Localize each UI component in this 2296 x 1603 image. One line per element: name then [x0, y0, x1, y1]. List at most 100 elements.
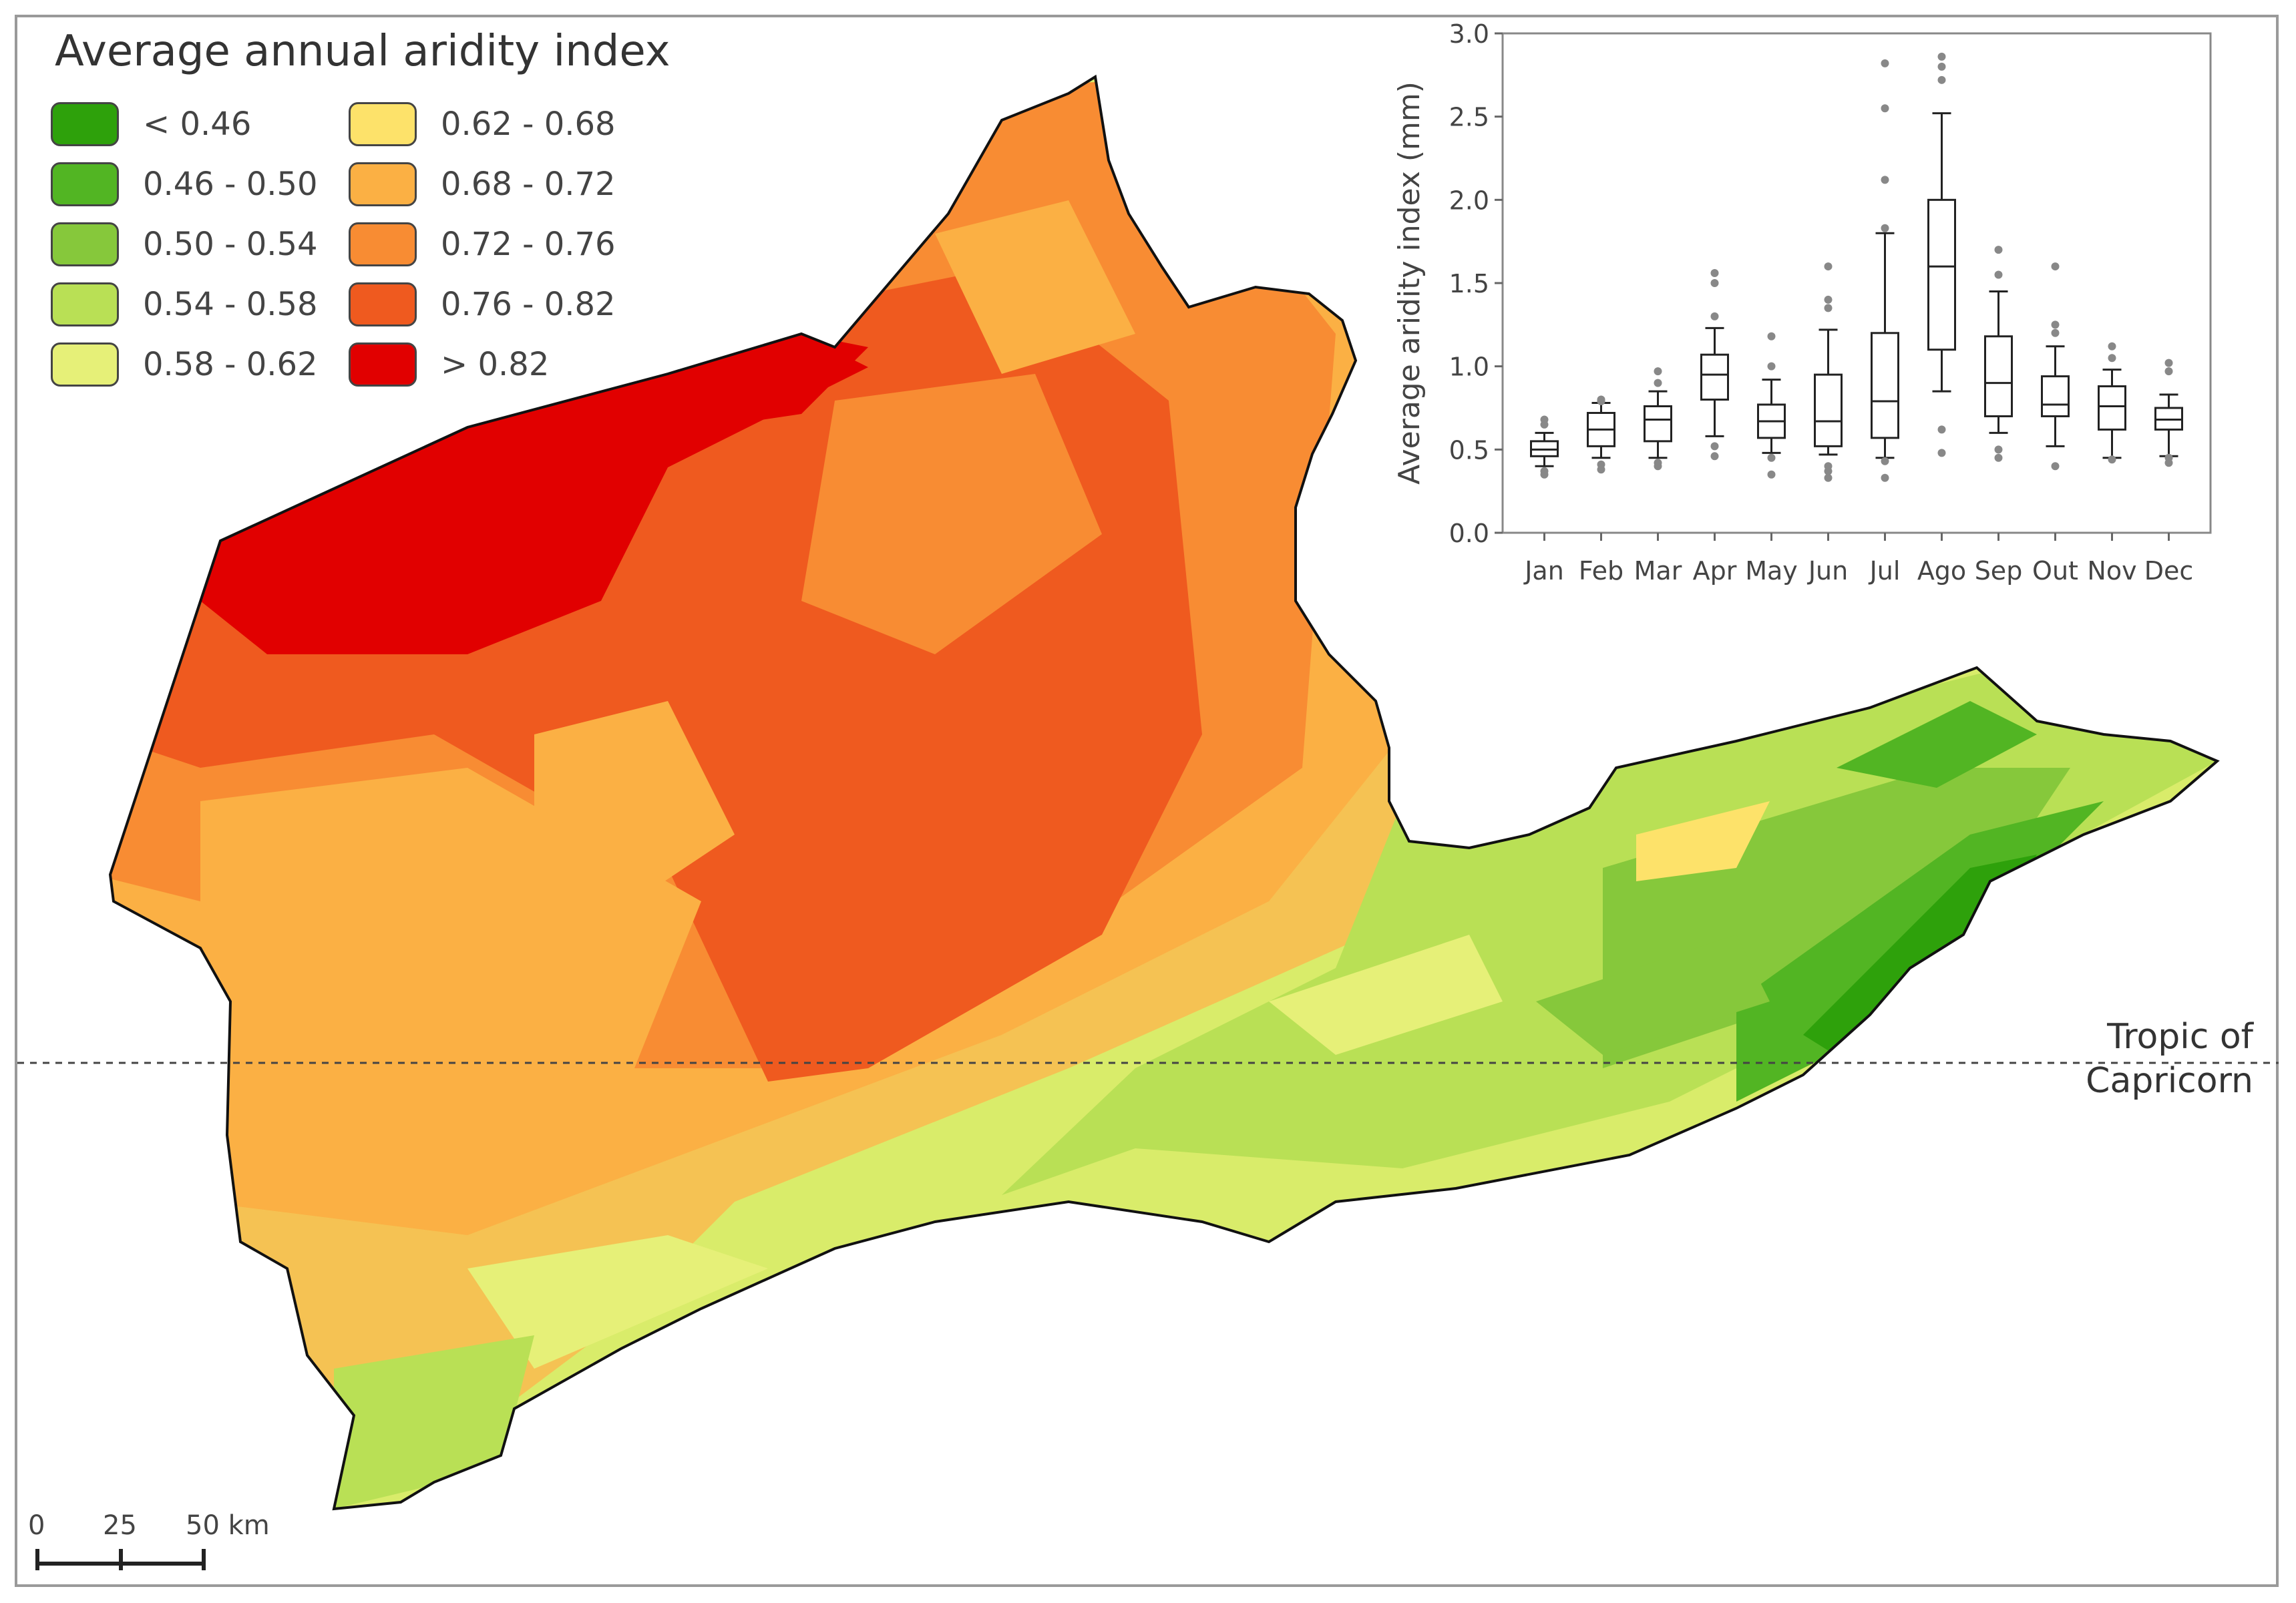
- legend-swatch: [349, 162, 417, 206]
- box-outlier: [2164, 367, 2173, 376]
- legend-item: 0.58 - 0.62: [51, 340, 318, 389]
- box-outlier: [2164, 359, 2173, 367]
- legend-label: < 0.46: [143, 105, 252, 143]
- legend-label: > 0.82: [441, 346, 550, 383]
- legend-label: 0.76 - 0.82: [441, 286, 616, 323]
- box-iqr: [1927, 198, 1956, 351]
- boxplot-inset: 0.0 0.5 1.0 1.5 2.0 2.5 3.0 Average aridity ind…: [1392, 19, 2212, 586]
- scale-label-0: 0: [28, 1510, 45, 1541]
- box-outlier: [1881, 473, 1889, 482]
- legend-item: 0.72 - 0.76: [349, 220, 616, 268]
- box-outlier: [1881, 59, 1889, 67]
- box-outlier: [1824, 473, 1833, 482]
- box-outlier: [2051, 328, 2060, 337]
- box-outlier: [1881, 224, 1889, 232]
- y-tick-label: 0.0: [1449, 519, 1489, 548]
- region-boundary: [108, 74, 2220, 1511]
- box-outlier: [1994, 445, 2003, 454]
- legend-label: 0.68 - 0.72: [441, 166, 616, 203]
- box-outlier: [2108, 455, 2116, 464]
- y-tick-label: 1.5: [1449, 269, 1489, 298]
- y-axis-label: Average aridity index (mm): [1392, 81, 1426, 485]
- tropic-label-line2: Capricorn: [2086, 1061, 2253, 1101]
- legend-item: 0.62 - 0.68: [349, 100, 616, 148]
- box-outlier: [1994, 453, 2003, 462]
- legend-swatch: [349, 102, 417, 146]
- legend-swatch: [349, 342, 417, 387]
- box-outlier: [1540, 467, 1549, 475]
- x-tick-label: Mar: [1634, 556, 1682, 586]
- legend-swatch: [51, 162, 119, 206]
- box-outlier: [1767, 453, 1776, 462]
- x-tick-label: Jan: [1523, 556, 1564, 586]
- legend-label: 0.54 - 0.58: [143, 286, 318, 323]
- box-outlier: [1654, 379, 1662, 387]
- box-outlier: [2051, 262, 2060, 271]
- legend-swatch: [349, 282, 417, 326]
- box-iqr: [2041, 375, 2070, 417]
- legend-swatch: [51, 342, 119, 387]
- box-outlier: [1824, 304, 1833, 312]
- box-iqr: [2098, 385, 2126, 431]
- x-tick-label: Dec: [2144, 556, 2194, 586]
- box-outlier: [1710, 312, 1719, 320]
- legend-item: 0.76 - 0.82: [349, 280, 616, 328]
- legend-title: Average annual aridity index: [55, 27, 671, 76]
- legend-item: > 0.82: [349, 340, 549, 389]
- box-outlier: [1654, 367, 1662, 376]
- box-outlier: [2051, 320, 2060, 329]
- x-tick-label: Ago: [1917, 556, 1966, 586]
- box-outlier: [1937, 75, 1946, 84]
- y-tick-label: 3.0: [1449, 19, 1489, 49]
- box-iqr: [1871, 332, 1899, 439]
- box-iqr: [1814, 373, 1843, 447]
- box-outlier: [1937, 62, 1946, 71]
- box-iqr: [1700, 353, 1729, 401]
- tropic-label: Tropic of Capricorn: [2013, 1015, 2253, 1103]
- box-outlier: [2108, 354, 2116, 363]
- legend-item: 0.50 - 0.54: [51, 220, 318, 268]
- box-outlier: [1881, 176, 1889, 184]
- box-outlier: [1710, 279, 1719, 287]
- box-outlier: [1710, 442, 1719, 451]
- legend-item: 0.54 - 0.58: [51, 280, 318, 328]
- box-outlier: [1881, 104, 1889, 113]
- box-outlier: [1710, 269, 1719, 278]
- scale-bar: [35, 1549, 206, 1570]
- box-outlier: [1824, 295, 1833, 304]
- tropic-label-line1: Tropic of: [2107, 1017, 2253, 1057]
- scale-label-25: 25: [103, 1510, 137, 1541]
- box-outlier: [2051, 462, 2060, 471]
- x-tick-label: Apr: [1693, 556, 1737, 586]
- x-tick-label: Feb: [1579, 556, 1623, 586]
- box-outlier: [1767, 470, 1776, 479]
- legend-item: < 0.46: [51, 100, 251, 148]
- legend-swatch: [51, 282, 119, 326]
- box-outlier: [1937, 52, 1946, 61]
- box-outlier: [1881, 457, 1889, 465]
- legend-swatch: [349, 222, 417, 266]
- box-outlier: [1767, 362, 1776, 371]
- x-tick-label: Out: [2032, 556, 2078, 586]
- box-iqr: [1644, 405, 1672, 443]
- y-tick-label: 2.0: [1449, 186, 1489, 215]
- box-outlier: [1654, 459, 1662, 467]
- box-outlier: [1994, 246, 2003, 254]
- x-tick-label: Nov: [2087, 556, 2136, 586]
- box-iqr: [1984, 335, 2013, 417]
- y-tick-label: 1.0: [1449, 353, 1489, 382]
- y-tick-label: 2.5: [1449, 103, 1489, 132]
- box-outlier: [2164, 453, 2173, 462]
- box-outlier: [1937, 425, 1946, 434]
- legend-item: 0.46 - 0.50: [51, 160, 318, 208]
- scale-label-50: 50 km: [186, 1510, 270, 1541]
- box-outlier: [1540, 415, 1549, 424]
- y-tick-label: 0.5: [1449, 435, 1489, 465]
- box-outlier: [1710, 452, 1719, 461]
- legend-item: 0.68 - 0.72: [349, 160, 616, 208]
- x-tick-label: Jun: [1807, 556, 1848, 586]
- legend-label: 0.46 - 0.50: [143, 166, 318, 203]
- legend-label: 0.58 - 0.62: [143, 346, 318, 383]
- x-tick-label: Sep: [1975, 556, 2023, 586]
- box-outlier: [1597, 460, 1605, 469]
